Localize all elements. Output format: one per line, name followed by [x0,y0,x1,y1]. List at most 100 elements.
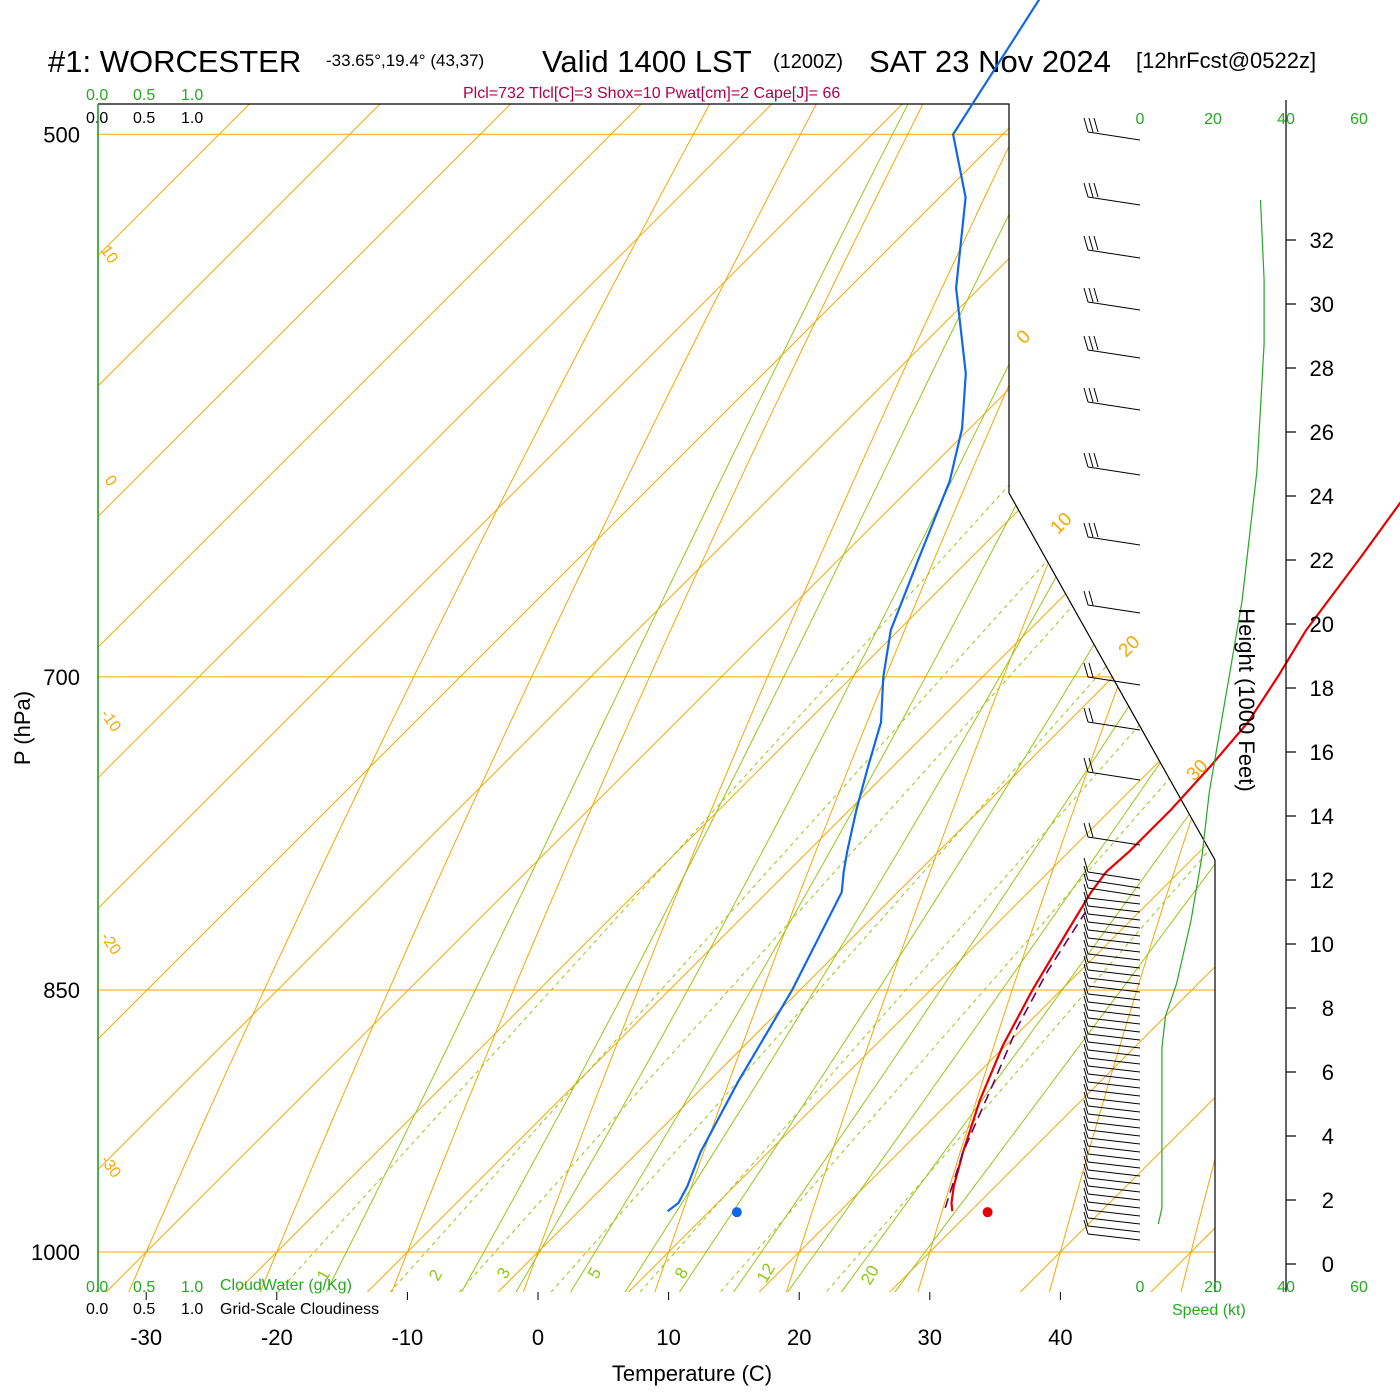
forecast-run: [12hrFcst@0522z] [1136,48,1316,73]
wind-barb [1087,977,1141,985]
wind-barb-flag [1083,1083,1089,1099]
cloudwater-scale-top: 0.0 0.5 1.0 [86,87,203,104]
pressure-tick-label: 500 [43,122,80,147]
wind-barb [1087,969,1141,977]
wind-barb-flag [1083,1003,1089,1019]
wind-barb [1087,887,1141,897]
wind-barb [1087,953,1141,961]
cloudiness-scale-bottom: 0.0 0.5 1.0 Grid-Scale Cloudiness [86,1301,379,1318]
isotherm-label: 20 [1115,632,1145,662]
speed-tick-bottom: 60 [1350,1279,1368,1296]
wind-barb [1087,1193,1141,1201]
cw-top-0: 0.0 [86,87,108,104]
wind-barb-flag [1083,891,1089,907]
cw-top-1: 0.5 [133,87,155,104]
wind-barb [1087,897,1141,905]
wind-barb-flag [1083,822,1089,838]
wind-barb [1087,1089,1141,1097]
wind-barb-flag [1083,1115,1089,1131]
speed-label: Speed (kt) [1172,1302,1246,1319]
wind-barb-flag [1083,335,1089,351]
wind-barb [1087,871,1141,881]
wind-barb-flag [1083,1203,1089,1219]
wind-barb [1087,929,1141,937]
dry-adiabat-label: -30 [97,1153,124,1182]
x-tick-label: -30 [130,1325,162,1350]
wind-barb [1087,1177,1141,1185]
wind-barb-flag [1088,287,1094,303]
wind-barb-flag [1083,1179,1089,1195]
wind-barb-flag [1088,522,1094,538]
isotherm-line [413,104,1215,1292]
wind-barb-flag [1083,522,1089,538]
wind-barb-flag [1088,590,1094,606]
wind-barb-flag [1083,1171,1089,1187]
speed-tick-bottom: 0 [1136,1279,1145,1296]
wind-barb-flag [1083,907,1089,923]
dry-adiabat [1160,104,1215,1292]
x-tick-label: 0 [532,1325,544,1350]
isotherm-line [674,104,1215,1292]
height-tick-label: 0 [1322,1252,1334,1277]
wind-barb-flag [1093,387,1099,403]
speed-tick-top: 20 [1204,111,1222,128]
wind-barb-flag [1083,915,1089,931]
wind-barb-flag [1083,1099,1089,1115]
height-tick-label: 30 [1310,292,1334,317]
wind-barb [1087,604,1141,614]
wind-barb-flag [1083,1211,1089,1227]
cw-bot-2: 1.0 [181,1279,203,1296]
wind-barb-flag [1083,1147,1089,1163]
wind-barb [1087,1137,1141,1145]
wind-barb-flag [1083,452,1089,468]
pressure-ticks: 2503004005007008501000 [31,122,80,1265]
wind-barb-flag [1083,387,1089,403]
wind-barb-flag [1083,955,1089,971]
height-tick-label: 10 [1310,932,1334,957]
wind-barb-flag [1083,1131,1089,1147]
wind-barb-flag [1083,1163,1089,1179]
wind-barb [1087,1161,1141,1169]
wind-barb [1087,349,1141,359]
wind-barb-flag [1083,757,1089,773]
wind-barb-flag [1083,1019,1089,1035]
stability-indices: Plcl=732 Tlcl[C]=3 Shox=10 Pwat[cm]=2 Ca… [463,85,840,102]
mixing-ratio-line [753,104,1215,1292]
wind-barb-flag [1083,931,1089,947]
surface-temperature-dot [982,1207,993,1218]
wind-barb-flag [1083,987,1089,1003]
wind-barb-flag [1093,452,1099,468]
height-tick-label: 4 [1322,1124,1334,1149]
mixing-ratio-line [201,104,1215,1292]
wind-barb-flag [1083,899,1089,915]
cloudwater-scale-bottom: 0.0 0.5 1.0 CloudWater (g/Kg) [86,1277,352,1296]
wind-barb-flag [1083,287,1089,303]
wind-barb-flag [1083,963,1089,979]
wind-barb [1087,1153,1141,1161]
moist-adiabat [726,104,1215,1292]
mixing-ratio-label: 2 [425,1266,446,1284]
cloudiness-scale-top: 0.0 0.5 1.0 [86,110,203,127]
wind-barb [1087,721,1141,731]
wind-barb [1087,1041,1141,1049]
wind-barb [1087,1081,1141,1089]
height-tick-label: 14 [1310,804,1334,829]
mixing-ratio-label: 5 [584,1264,605,1282]
height-tick-label: 24 [1310,484,1334,509]
wind-barb [1087,1185,1141,1193]
wind-barb-flag [1083,1027,1089,1043]
dewpoint-line [666,0,1041,1213]
moist-adiabat [465,104,1215,1292]
speed-tick-bottom: 20 [1204,1279,1222,1296]
wind-barb [1087,905,1141,913]
wind-barb-flag [1088,387,1094,403]
wind-barb-flag [1083,1059,1089,1075]
wind-barb-flag [1093,117,1099,133]
height-tick-label: 22 [1310,548,1334,573]
